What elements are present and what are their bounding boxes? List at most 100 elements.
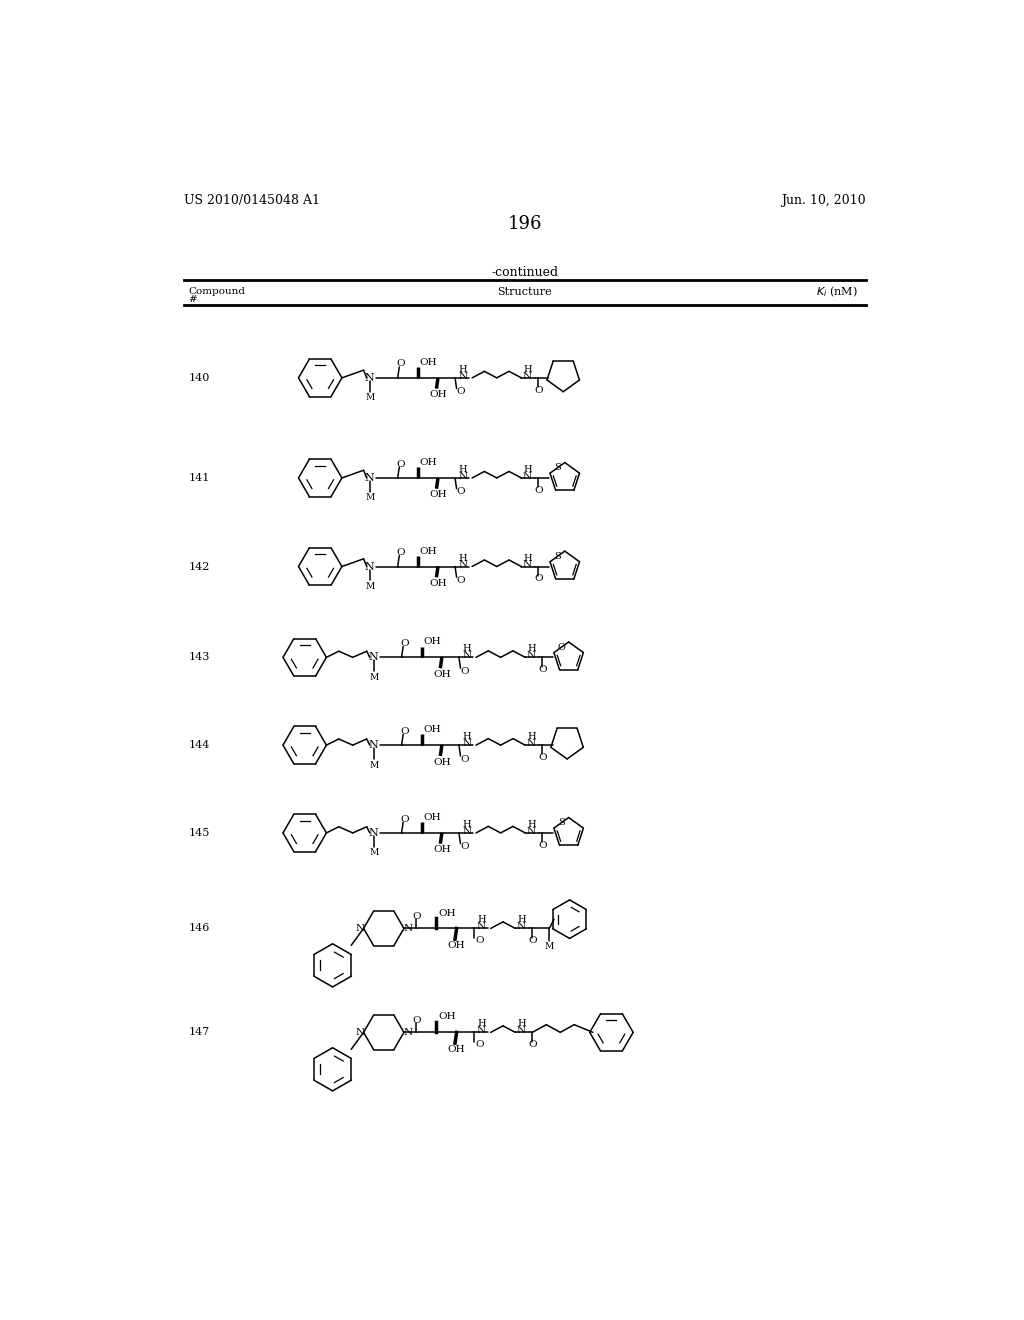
Text: M: M [369,849,378,858]
Text: N: N [523,561,532,569]
Text: O: O [475,936,483,945]
Text: 145: 145 [188,828,210,838]
Text: M: M [366,393,375,403]
Text: O: O [557,643,565,652]
Text: OH: OH [438,908,456,917]
Text: OH: OH [423,725,441,734]
Text: N: N [527,826,536,836]
Text: O: O [457,487,465,496]
Text: H: H [517,916,526,924]
Text: OH: OH [429,579,446,587]
Text: N: N [523,372,532,380]
Text: N: N [369,741,379,750]
Text: 146: 146 [188,924,210,933]
Text: O: O [412,912,421,920]
Text: O: O [528,936,537,945]
Text: O: O [412,1015,421,1024]
Text: N: N [458,561,467,569]
Text: H: H [463,820,471,829]
Text: OH: OH [420,458,437,467]
Text: 196: 196 [508,215,542,232]
Text: O: O [457,576,465,585]
Text: N: N [403,1028,413,1036]
Text: OH: OH [447,1045,466,1053]
Text: -continued: -continued [492,265,558,279]
Text: S: S [554,463,561,473]
Text: O: O [535,486,543,495]
Text: H: H [463,733,471,741]
Text: 144: 144 [188,741,210,750]
Text: H: H [527,820,536,829]
Text: M: M [369,760,378,770]
Text: O: O [461,842,469,851]
Text: N: N [477,1027,486,1035]
Text: N: N [365,372,375,383]
Text: H: H [477,916,485,924]
Text: N: N [523,473,532,480]
Text: N: N [365,473,375,483]
Text: M: M [366,582,375,591]
Text: OH: OH [433,758,451,767]
Text: OH: OH [429,391,446,399]
Text: H: H [459,553,467,562]
Text: N: N [458,473,467,480]
Text: Jun. 10, 2010: Jun. 10, 2010 [781,194,866,207]
Text: M: M [369,673,378,682]
Text: OH: OH [438,1012,456,1022]
Text: N: N [462,826,471,836]
Text: N: N [403,924,413,933]
Text: 143: 143 [188,652,210,663]
Text: O: O [538,841,547,850]
Text: O: O [461,755,469,763]
Text: N: N [365,561,375,572]
Text: US 2010/0145048 A1: US 2010/0145048 A1 [183,194,319,207]
Text: H: H [517,1019,526,1028]
Text: N: N [462,651,471,660]
Text: OH: OH [429,491,446,499]
Text: OH: OH [423,813,441,822]
Text: Structure: Structure [498,286,552,297]
Text: N: N [517,923,526,932]
Text: O: O [400,814,409,824]
Text: 147: 147 [188,1027,210,1038]
Text: O: O [528,1040,537,1049]
Text: OH: OH [420,358,437,367]
Text: H: H [527,644,536,653]
Text: O: O [400,727,409,735]
Text: H: H [459,364,467,374]
Text: 141: 141 [188,473,210,483]
Text: N: N [369,828,379,838]
Text: N: N [355,924,365,933]
Text: O: O [457,387,465,396]
Text: O: O [396,359,406,368]
Text: #: # [188,296,198,305]
Text: OH: OH [423,638,441,647]
Text: H: H [477,1019,485,1028]
Text: OH: OH [447,941,466,950]
Text: O: O [396,548,406,557]
Text: OH: OH [420,546,437,556]
Text: H: H [527,733,536,741]
Text: O: O [538,665,547,675]
Text: Compound: Compound [188,286,246,296]
Text: N: N [355,1028,365,1036]
Text: O: O [400,639,409,648]
Text: OH: OH [433,845,451,854]
Text: N: N [369,652,379,663]
Text: OH: OH [433,669,451,678]
Text: H: H [463,644,471,653]
Text: O: O [538,752,547,762]
Text: H: H [523,465,531,474]
Text: N: N [462,739,471,748]
Text: H: H [459,465,467,474]
Text: M: M [545,942,554,952]
Text: N: N [458,372,467,380]
Text: N: N [517,1027,526,1035]
Text: O: O [396,459,406,469]
Text: $K_i$ (nM): $K_i$ (nM) [816,284,858,298]
Text: O: O [535,574,543,583]
Text: 142: 142 [188,561,210,572]
Text: O: O [461,667,469,676]
Text: S: S [558,818,564,828]
Text: N: N [477,923,486,932]
